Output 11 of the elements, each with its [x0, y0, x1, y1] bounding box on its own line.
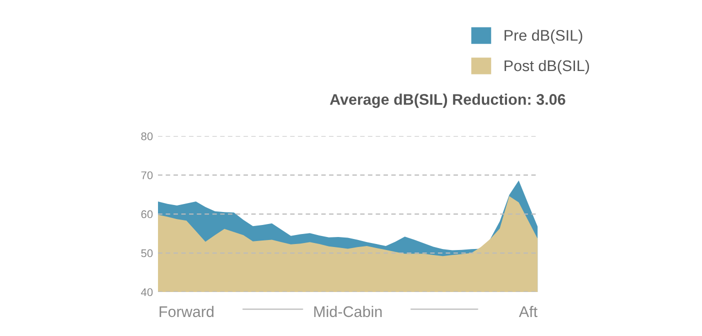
y-tick-label: 40: [140, 288, 153, 296]
y-tick-label: 80: [141, 132, 153, 140]
legend-label: Pre dB(SIL): [504, 30, 582, 44]
y-tick-label: 70: [141, 171, 153, 180]
x-tick-label: Aft: [518, 306, 538, 318]
chart-subtitle: Average dB(SIL) Reduction: 3.06: [330, 94, 566, 108]
y-tick-label: 50: [141, 249, 153, 258]
y-tick-label: 60: [141, 210, 153, 218]
legend-label: Post dB(SIL): [504, 60, 590, 74]
x-tick-label: Mid-Cabin: [314, 306, 382, 318]
x-tick-label: Forward: [160, 306, 214, 318]
